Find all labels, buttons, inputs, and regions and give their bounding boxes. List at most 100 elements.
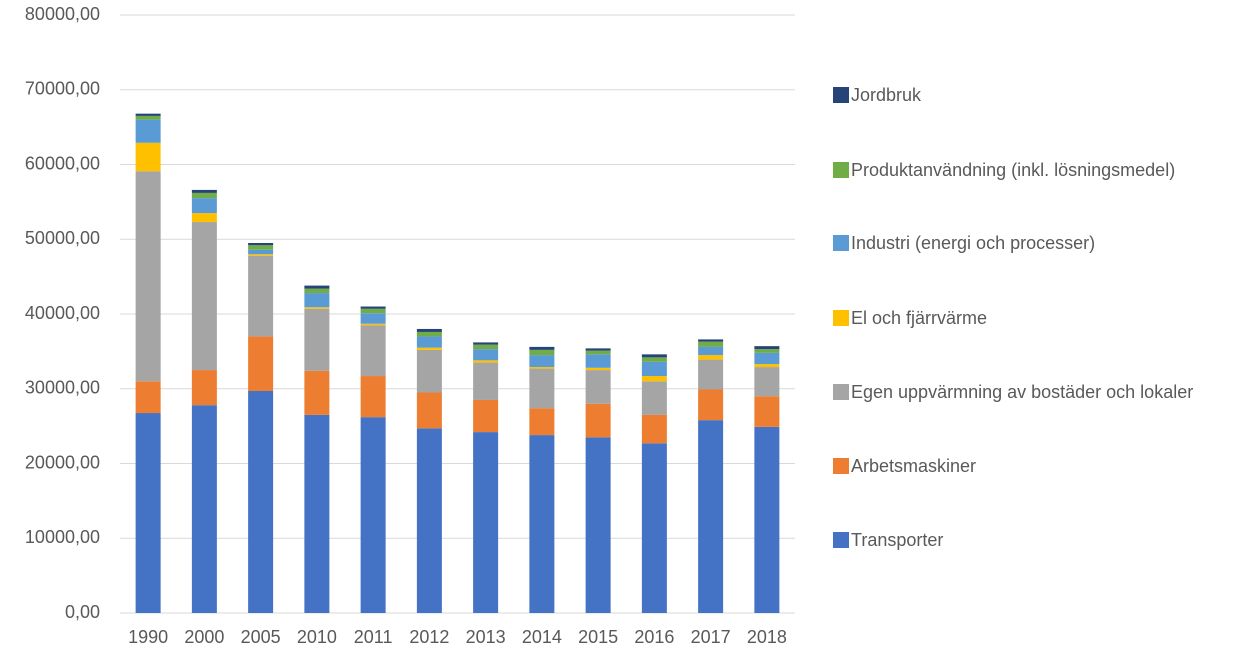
y-tick-label: 50000,00 <box>25 228 100 248</box>
x-tick-label: 2018 <box>747 627 787 647</box>
bar-segment <box>529 408 555 436</box>
legend-label: Egen uppvärmning av bostäder och lokaler <box>851 382 1194 402</box>
y-tick-label: 30000,00 <box>25 378 100 398</box>
legend-label: Transporter <box>851 530 944 550</box>
bar-segment <box>754 349 780 353</box>
bar-segment <box>754 364 780 368</box>
legend-label: Industri (energi och processer) <box>851 233 1096 253</box>
bar-segment <box>248 245 274 250</box>
bar-segment <box>304 293 330 308</box>
bar-segment <box>641 443 667 613</box>
bar-segment <box>416 428 442 613</box>
bar-segment <box>529 355 555 368</box>
bar-segment <box>248 249 274 255</box>
bar-segment <box>698 359 724 390</box>
bar-segment <box>135 113 161 116</box>
bar-segment <box>191 213 217 223</box>
legend-swatch <box>833 384 849 400</box>
bar-segment <box>529 346 555 350</box>
bar-segment <box>248 336 274 391</box>
bar-segment <box>585 370 611 404</box>
bar-segment <box>416 347 442 350</box>
y-tick-label: 20000,00 <box>25 452 100 472</box>
y-tick-label: 60000,00 <box>25 153 100 173</box>
y-tick-label: 0,00 <box>65 602 100 622</box>
bar-segment <box>529 367 555 369</box>
bar-segment <box>304 288 330 294</box>
legend-swatch <box>833 532 849 548</box>
bar-segment <box>585 437 611 613</box>
bar-segment <box>641 357 667 362</box>
bar-segment <box>360 323 386 326</box>
y-tick-label: 70000,00 <box>25 79 100 99</box>
y-tick-label: 40000,00 <box>25 303 100 323</box>
legend-item: Arbetsmaskiner <box>833 452 1243 480</box>
bar-segment <box>754 396 780 427</box>
legend-label: Produktanvändning (inkl. lösningsmedel) <box>851 160 1176 180</box>
bar-segment <box>304 307 330 309</box>
bar-segment <box>585 367 611 371</box>
x-tick-label: 2013 <box>466 627 506 647</box>
bar-segment <box>641 414 667 444</box>
bar-segment <box>360 417 386 613</box>
bar-segment <box>641 354 667 358</box>
bar-segment <box>529 368 555 409</box>
bar-segment <box>754 352 780 365</box>
bar-segment <box>304 370 330 415</box>
bar-segment <box>698 389 724 421</box>
bar-segment <box>360 313 386 324</box>
bar-segment <box>135 142 161 172</box>
x-tick-label: 2016 <box>634 627 674 647</box>
legend-item: Egen uppvärmning av bostäder och lokaler <box>833 378 1243 406</box>
legend-swatch <box>833 162 849 178</box>
bar-segment <box>135 119 161 143</box>
bar-segment <box>698 341 724 347</box>
bar-segment <box>641 381 667 415</box>
bar-segment <box>754 346 780 350</box>
legend-item: Transporter <box>833 526 1243 554</box>
bar-segment <box>473 344 499 350</box>
x-tick-label: 2012 <box>409 627 449 647</box>
x-tick-label: 2014 <box>522 627 562 647</box>
x-tick-label: 2005 <box>241 627 281 647</box>
legend-label: Arbetsmaskiner <box>851 456 977 476</box>
bar-segment <box>585 354 611 368</box>
y-tick-label: 80000,00 <box>25 4 100 24</box>
bar-segment <box>248 254 274 256</box>
bar-segment <box>135 171 161 382</box>
x-tick-label: 2010 <box>297 627 337 647</box>
bar-segment <box>473 349 499 361</box>
legend-item: Produktanvändning (inkl. lösningsmedel) <box>833 156 1243 184</box>
bar-segment <box>248 242 274 246</box>
bar-segment <box>304 285 330 289</box>
bar-segment <box>248 390 274 613</box>
bar-segment <box>416 336 442 348</box>
bar-segment <box>698 420 724 613</box>
bar-segment <box>754 367 780 397</box>
bar-segment <box>360 308 386 314</box>
bar-segment <box>585 350 611 355</box>
legend-label: El och fjärrvärme <box>851 308 988 328</box>
bar-segment <box>585 348 611 351</box>
bar-segment <box>191 198 217 214</box>
bar-segment <box>416 331 442 337</box>
bar-segment <box>698 346 724 356</box>
bar-segment <box>754 426 780 613</box>
legend-item: El och fjärrvärme <box>833 304 1243 332</box>
bar-segment <box>135 413 161 613</box>
bar-segment <box>248 255 274 337</box>
bar-segment <box>360 325 386 377</box>
legend-swatch <box>833 235 849 251</box>
bar-segment <box>473 360 499 363</box>
legend-swatch <box>833 310 849 326</box>
bar-segment <box>191 222 217 371</box>
bar-segment <box>191 405 217 613</box>
bar-segment <box>360 376 386 418</box>
bar-segment <box>416 328 442 332</box>
bar-segment <box>585 403 611 438</box>
bar-segment <box>191 189 217 193</box>
bar-segment <box>473 432 499 613</box>
bar-segment <box>529 349 555 356</box>
bar-segment <box>135 381 161 414</box>
